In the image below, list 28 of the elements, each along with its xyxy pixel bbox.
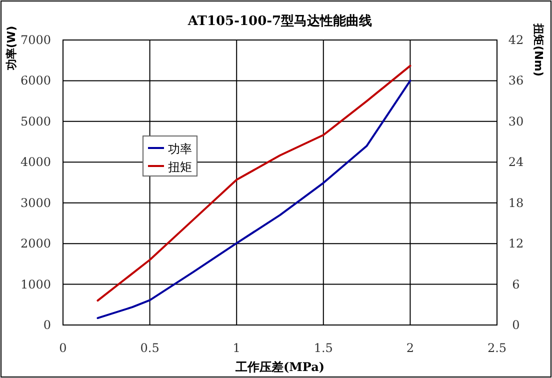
y2-tick-label: 42 — [508, 33, 524, 47]
x-tick-label: 1 — [232, 341, 240, 355]
y-tick-label: 7000 — [20, 33, 51, 47]
legend-label: 扭矩 — [168, 160, 192, 174]
y2-tick-label: 24 — [508, 155, 524, 170]
y2-axis-title: 扭矩(Nm) — [532, 22, 545, 76]
x-axis-title: 工作压差(MPa) — [234, 360, 325, 374]
y2-tick-label: 12 — [508, 236, 524, 251]
y-axis-title: 功率(W) — [5, 26, 18, 72]
x-tick-label: 1.5 — [314, 341, 333, 355]
y-tick-label: 1000 — [20, 277, 51, 292]
x-tick-label: 2.5 — [487, 341, 507, 355]
legend-label: 功率 — [168, 142, 192, 156]
x-tick-label: 0 — [59, 341, 67, 355]
y2-tick-label: 36 — [508, 74, 524, 88]
y-tick-label: 4000 — [20, 155, 51, 170]
y-tick-label: 6000 — [20, 74, 51, 88]
x-tick-label: 2 — [406, 341, 414, 355]
y-tick-label: 3000 — [20, 196, 51, 210]
x-tick-label: 0.5 — [140, 341, 160, 355]
y-tick-label: 5000 — [20, 114, 51, 128]
y-tick-label: 0 — [43, 318, 51, 332]
y2-tick-label: 0 — [512, 318, 520, 332]
y2-tick-label: 18 — [508, 196, 524, 210]
y2-tick-label: 30 — [508, 114, 524, 128]
chart-title: AT105-100-7型马达性能曲线 — [186, 13, 372, 29]
y2-tick-label: 6 — [512, 277, 520, 292]
y-tick-label: 2000 — [20, 236, 51, 251]
